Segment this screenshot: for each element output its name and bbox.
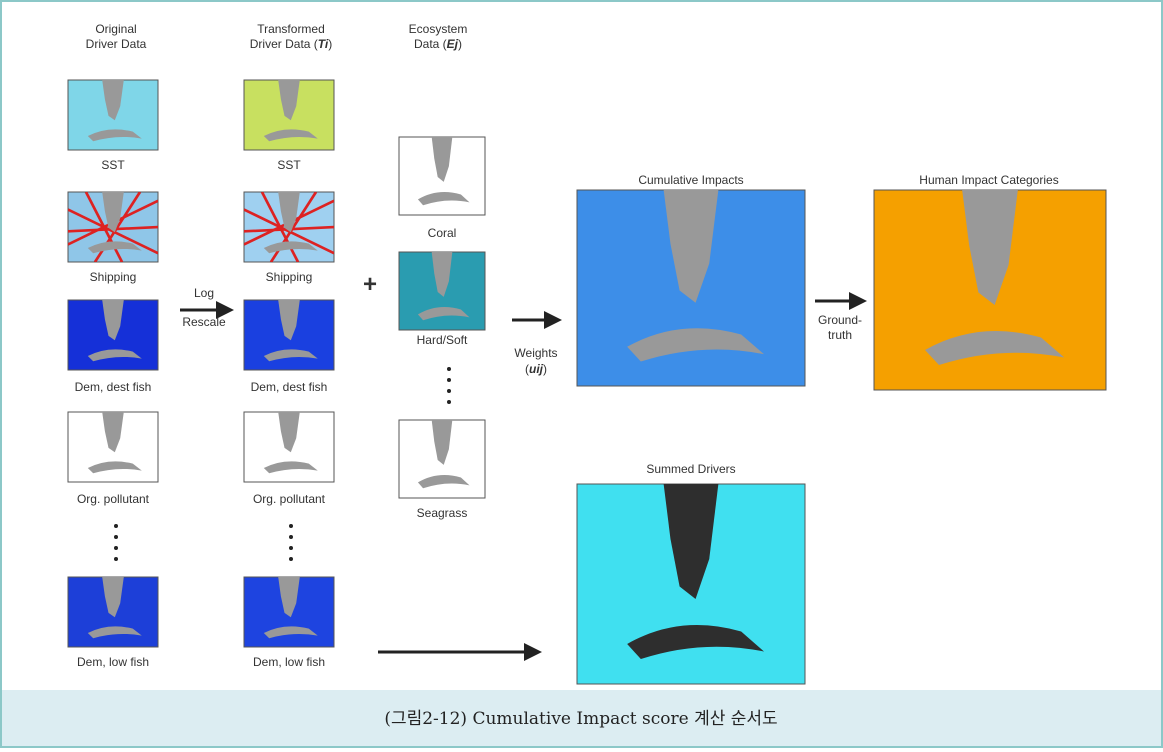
header-text: ) <box>458 37 462 51</box>
map-label: SST <box>101 158 125 172</box>
map-label: Coral <box>428 226 457 240</box>
diagram: Original Driver Data Transformed Driver … <box>0 0 1163 748</box>
output-title: Cumulative Impacts <box>638 173 743 187</box>
header-text: Data ( <box>414 37 447 51</box>
header: Transformed <box>257 22 325 36</box>
map-label: Dem, low fish <box>77 655 149 669</box>
label-text: ) <box>543 362 547 376</box>
plus: + <box>363 271 377 298</box>
map-label: Dem, low fish <box>253 655 325 669</box>
header: Driver Data (Ti) <box>250 37 332 51</box>
map-label: Org. pollutant <box>77 492 150 506</box>
arrow-label: Log <box>194 286 214 300</box>
arrow-label: Weights <box>514 346 557 360</box>
map-label: Org. pollutant <box>253 492 326 506</box>
symbol: Ti <box>318 37 329 51</box>
map-label: Dem, dest fish <box>75 380 152 394</box>
map-label: Shipping <box>266 270 313 284</box>
header: Data (Ej) <box>414 37 462 51</box>
output-title: Human Impact Categories <box>919 173 1058 187</box>
map-label: Hard/Soft <box>417 333 468 347</box>
header-text: ) <box>328 37 332 51</box>
caption: (그림2-12) Cumulative Impact score 계산 순서도 <box>384 709 777 729</box>
header: Original <box>95 22 136 36</box>
header: Ecosystem <box>409 22 468 36</box>
symbol: uij <box>529 362 544 376</box>
map-label: Seagrass <box>417 506 468 520</box>
header-text: Driver Data ( <box>250 37 318 51</box>
output-title: Summed Drivers <box>646 462 735 476</box>
arrow-label: (uij) <box>525 362 547 376</box>
header: Driver Data <box>86 37 147 51</box>
page: Original Driver Data Transformed Driver … <box>0 0 1163 748</box>
arrow-label: truth <box>828 328 852 342</box>
map-label: Shipping <box>90 270 137 284</box>
map-label: Dem, dest fish <box>251 380 328 394</box>
arrow-label: Rescale <box>182 315 226 329</box>
symbol: Ej <box>447 37 459 51</box>
map-label: SST <box>277 158 301 172</box>
arrow-label: Ground- <box>818 313 862 327</box>
